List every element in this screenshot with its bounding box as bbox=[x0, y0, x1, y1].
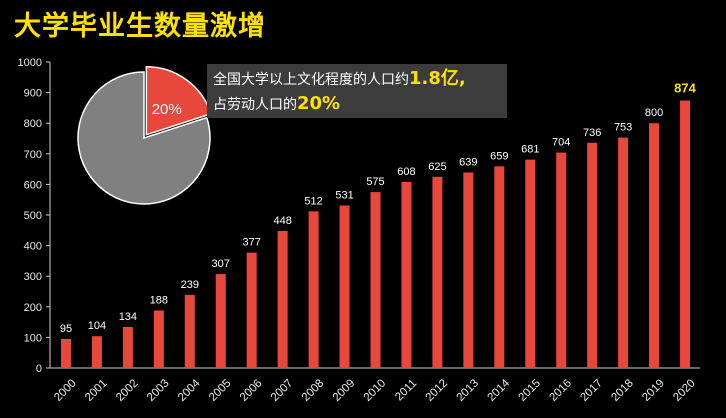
pie-slice-label: 20% bbox=[152, 101, 182, 118]
bar-2010 bbox=[370, 192, 381, 368]
x-tick-label-2004: 2004 bbox=[176, 377, 203, 404]
bar-2001 bbox=[91, 336, 102, 368]
pie-slice-remainder bbox=[77, 71, 211, 205]
x-tick-label-2000: 2000 bbox=[52, 377, 79, 404]
data-label-2016: 704 bbox=[552, 137, 570, 149]
chart-title: 大学毕业生数量激增 bbox=[14, 11, 266, 42]
data-label-2011: 608 bbox=[397, 166, 415, 178]
bar-2013 bbox=[463, 172, 474, 368]
callout-line-2: 占劳动人口的20% bbox=[213, 92, 501, 117]
bar-2009 bbox=[339, 205, 350, 368]
bar-2020 bbox=[680, 100, 691, 368]
bar-2008 bbox=[308, 211, 319, 368]
data-label-2004: 239 bbox=[181, 279, 199, 291]
data-label-2015: 681 bbox=[521, 144, 539, 156]
data-label-2007: 448 bbox=[273, 215, 291, 227]
bar-2017 bbox=[587, 142, 598, 368]
x-tick-label-2003: 2003 bbox=[145, 377, 172, 404]
y-tick-label: 1000 bbox=[18, 57, 42, 69]
data-label-2017: 736 bbox=[583, 127, 601, 139]
x-tick-label-2020: 2020 bbox=[671, 377, 698, 404]
x-tick-label-2007: 2007 bbox=[269, 377, 296, 404]
data-label-2005: 307 bbox=[212, 258, 230, 270]
data-label-2020: 874 bbox=[674, 81, 696, 96]
data-label-2008: 512 bbox=[304, 195, 322, 207]
bar-2016 bbox=[556, 152, 567, 368]
bar-2007 bbox=[277, 230, 288, 368]
callout-line-2-highlight: 20% bbox=[297, 93, 341, 114]
y-tick-label: 700 bbox=[24, 149, 42, 161]
y-tick-label: 100 bbox=[24, 332, 42, 344]
y-tick-label: 0 bbox=[36, 363, 42, 375]
x-tick-label-2008: 2008 bbox=[300, 377, 327, 404]
callout-line-2-text: 占劳动人口的 bbox=[213, 97, 297, 113]
bar-2004 bbox=[184, 294, 195, 368]
data-label-2006: 377 bbox=[243, 237, 261, 249]
y-tick-label: 200 bbox=[24, 302, 42, 314]
data-label-2003: 188 bbox=[150, 294, 168, 306]
x-tick-label-2006: 2006 bbox=[238, 377, 265, 404]
bar-2003 bbox=[153, 310, 164, 368]
x-tick-label-2012: 2012 bbox=[424, 377, 451, 404]
x-tick-label-2009: 2009 bbox=[331, 377, 358, 404]
bar-2019 bbox=[649, 123, 660, 368]
data-label-2013: 639 bbox=[459, 156, 477, 168]
callout-line-1-text: 全国大学以上文化程度的人口约 bbox=[213, 72, 409, 88]
data-label-2018: 753 bbox=[614, 122, 632, 134]
callout-line-1: 全国大学以上文化程度的人口约1.8亿, bbox=[213, 67, 501, 92]
bar-2006 bbox=[246, 252, 257, 368]
data-label-2012: 625 bbox=[428, 161, 446, 173]
bar-2018 bbox=[618, 137, 629, 368]
data-label-2009: 531 bbox=[335, 190, 353, 202]
x-tick-label-2015: 2015 bbox=[516, 377, 543, 404]
y-tick-label: 400 bbox=[24, 241, 42, 253]
y-tick-label: 300 bbox=[24, 271, 42, 283]
x-tick-label-2018: 2018 bbox=[609, 377, 636, 404]
x-tick-label-2019: 2019 bbox=[640, 377, 667, 404]
bar-2000 bbox=[60, 338, 71, 368]
bar-2012 bbox=[432, 176, 443, 368]
data-label-2014: 659 bbox=[490, 150, 508, 162]
pie-chart: 20% bbox=[77, 66, 212, 205]
data-label-2019: 800 bbox=[645, 107, 663, 119]
callout-line-1-highlight: 1.8亿, bbox=[409, 68, 466, 89]
x-tick-label-2005: 2005 bbox=[207, 377, 234, 404]
bar-2005 bbox=[215, 274, 226, 368]
y-tick-label: 600 bbox=[24, 179, 42, 191]
x-tick-label-2010: 2010 bbox=[362, 377, 389, 404]
data-label-2000: 95 bbox=[60, 323, 72, 335]
callout-box: 全国大学以上文化程度的人口约1.8亿, 占劳动人口的20% bbox=[207, 64, 507, 118]
data-label-2002: 134 bbox=[119, 311, 137, 323]
y-tick-label: 500 bbox=[24, 210, 42, 222]
x-tick-label-2011: 2011 bbox=[393, 377, 419, 403]
bar-2011 bbox=[401, 181, 412, 368]
y-tick-label: 800 bbox=[24, 118, 42, 130]
x-tick-label-2013: 2013 bbox=[455, 377, 482, 404]
x-tick-label-2016: 2016 bbox=[547, 377, 574, 404]
bar-2002 bbox=[122, 326, 133, 368]
x-tick-label-2002: 2002 bbox=[114, 377, 141, 404]
x-tick-label-2001: 2001 bbox=[83, 377, 110, 404]
data-label-2001: 104 bbox=[88, 320, 106, 332]
data-label-2010: 575 bbox=[366, 176, 384, 188]
x-tick-label-2017: 2017 bbox=[578, 377, 605, 404]
y-tick-label: 900 bbox=[24, 88, 42, 100]
bar-2015 bbox=[525, 159, 536, 368]
bar-2014 bbox=[494, 166, 505, 368]
x-tick-label-2014: 2014 bbox=[486, 377, 513, 404]
